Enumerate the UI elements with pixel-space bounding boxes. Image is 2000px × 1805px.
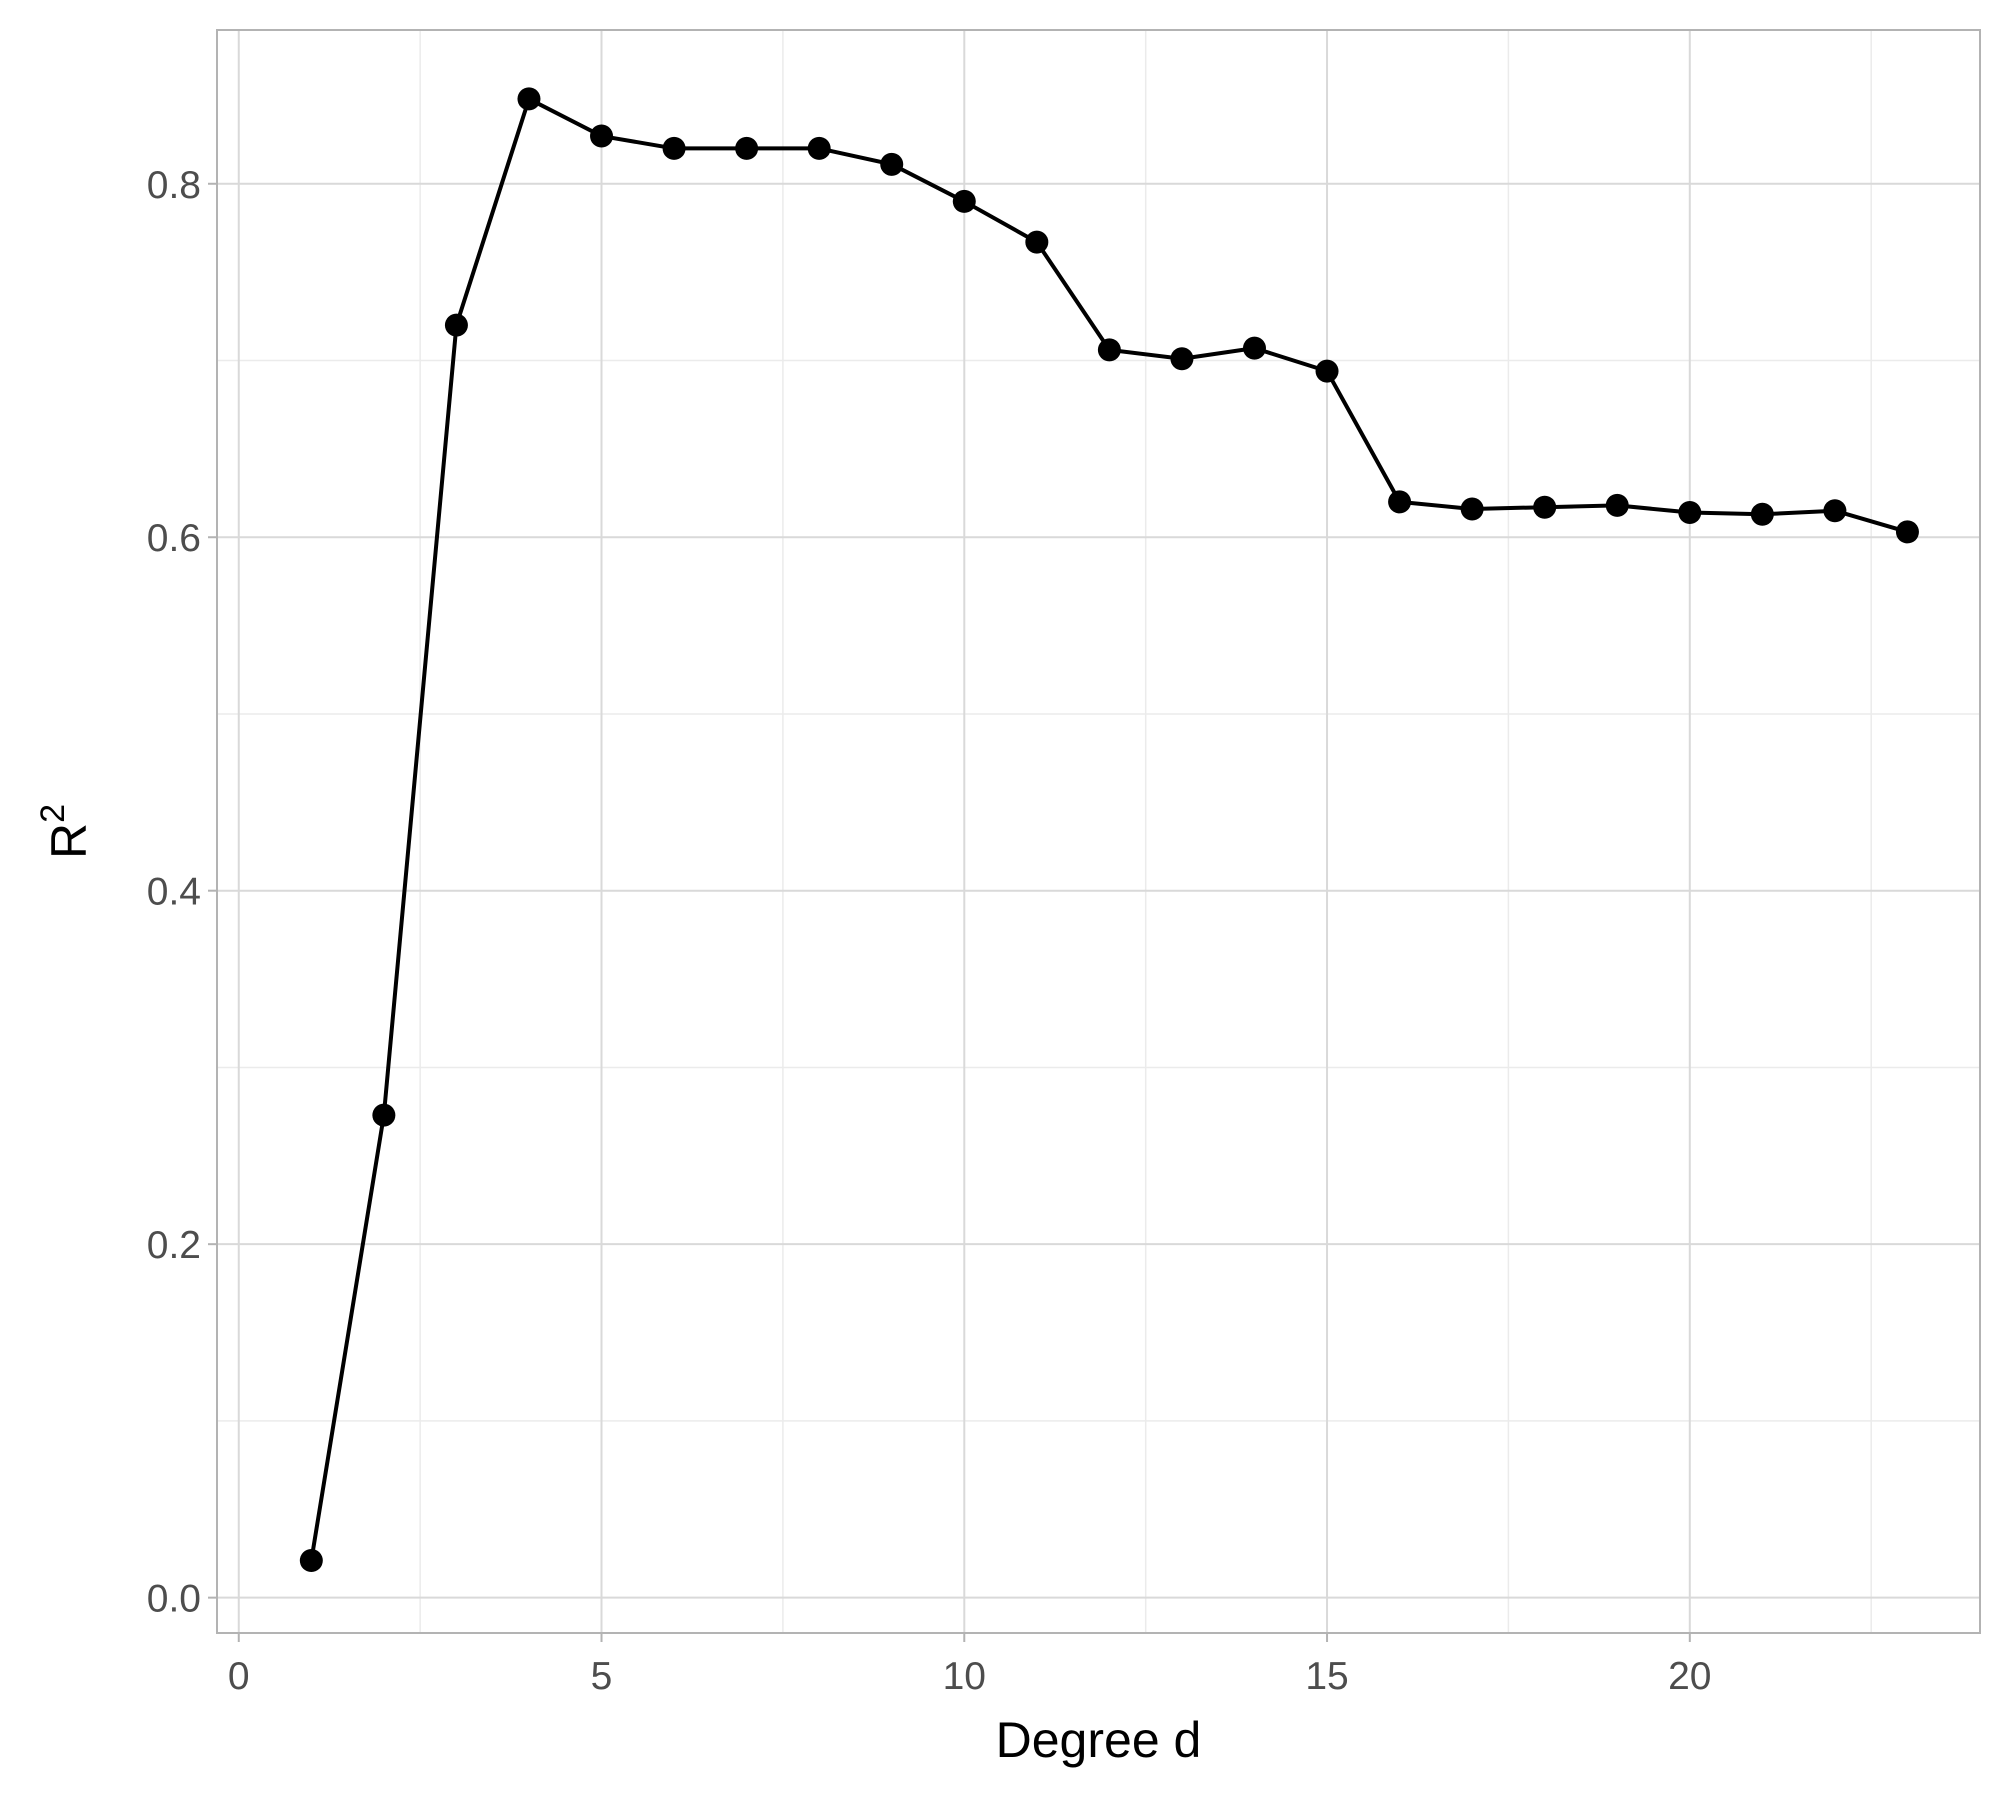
data-point (1895, 520, 1919, 544)
data-point (1388, 490, 1412, 514)
x-tick-label: 5 (591, 1655, 613, 1698)
data-point (1605, 493, 1629, 517)
data-point (444, 313, 468, 337)
data-point (1025, 230, 1049, 254)
y-axis-title: R2 (34, 804, 97, 859)
data-point (807, 136, 831, 160)
data-point (1170, 347, 1194, 371)
data-point (1242, 336, 1266, 360)
data-point (1533, 495, 1557, 519)
data-point (1097, 338, 1121, 362)
x-axis-ticks: 0 5 10 15 20 (228, 1633, 1711, 1698)
x-axis-title: Degree d (996, 1712, 1202, 1768)
data-point (880, 152, 904, 176)
data-point (1823, 499, 1847, 523)
data-point (1750, 502, 1774, 526)
minor-gridlines (217, 30, 1980, 1633)
data-point (662, 136, 686, 160)
data-point (1678, 500, 1702, 524)
data-point (952, 189, 976, 213)
y-tick-label: 0.6 (147, 517, 201, 560)
y-tick-label: 0.2 (147, 1224, 201, 1267)
x-tick-label: 15 (1305, 1655, 1348, 1698)
y-tick-label: 0.0 (147, 1578, 201, 1621)
data-point (517, 87, 541, 111)
y-tick-label: 0.4 (147, 871, 201, 914)
y-tick-label: 0.8 (147, 164, 201, 207)
data-point (590, 124, 614, 148)
data-point (372, 1103, 396, 1127)
major-gridlines (217, 30, 1980, 1633)
data-point (1460, 497, 1484, 521)
x-tick-label: 0 (228, 1655, 250, 1698)
data-point (1315, 359, 1339, 383)
y-axis-title-superscript: 2 (34, 804, 72, 823)
x-tick-label: 20 (1668, 1655, 1711, 1698)
series-layer (299, 87, 1919, 1573)
y-axis-title-base: R (41, 823, 97, 859)
data-point (735, 136, 759, 160)
series-line (309, 96, 1909, 1561)
y-axis-ticks: 0.0 0.2 0.4 0.6 0.8 (147, 164, 217, 1621)
data-point (299, 1549, 323, 1573)
x-tick-label: 10 (943, 1655, 986, 1698)
panel-border (216, 29, 1981, 1634)
